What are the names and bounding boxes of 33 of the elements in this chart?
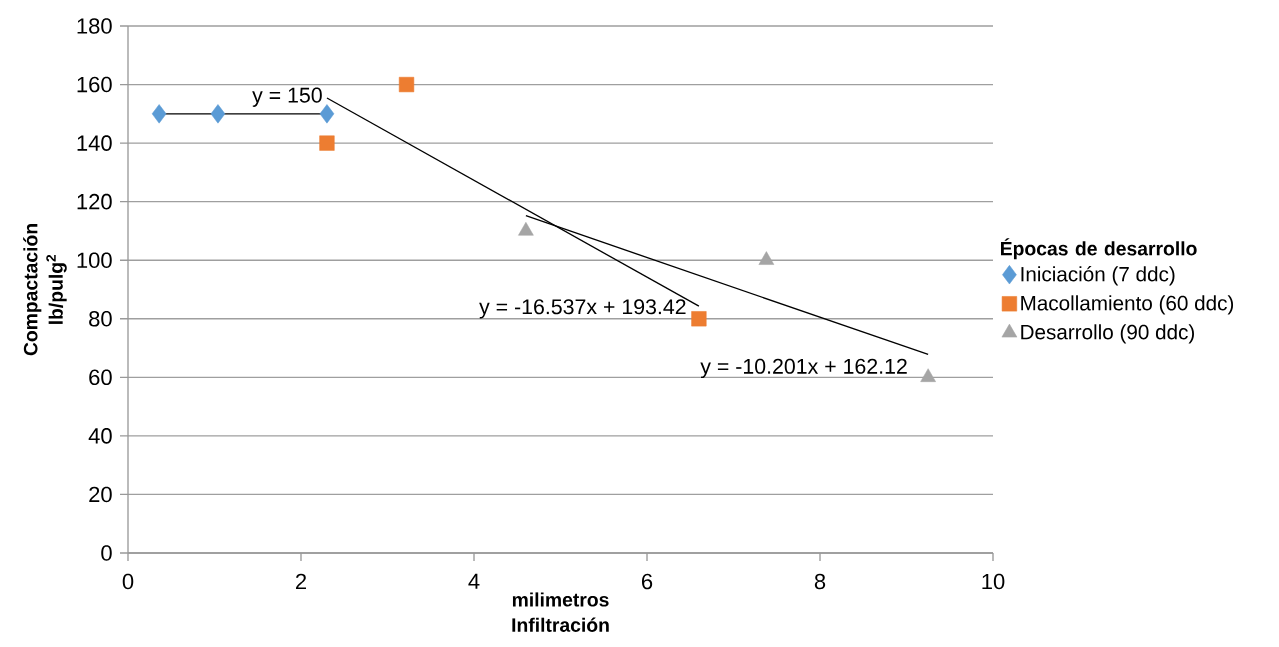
x-axis-title: milimetros Infiltración xyxy=(512,592,609,632)
legend-label: Macollamiento (60 ddc) xyxy=(1021,295,1234,315)
x-tick-label: 6 xyxy=(641,573,653,590)
y-tick-label: 80 xyxy=(89,310,112,327)
point xyxy=(210,104,226,124)
legend-label: Iniciación (7 ddc) xyxy=(1021,266,1175,286)
y-tick-label: 0 xyxy=(101,545,112,561)
x-tick-label: 0 xyxy=(122,573,134,590)
y-tick-label: 140 xyxy=(77,135,112,151)
x-tick-label: 10 xyxy=(982,573,1005,590)
y-tick-label: 100 xyxy=(77,252,112,268)
x-tick-label: 2 xyxy=(295,573,307,590)
y-tick-label: 20 xyxy=(89,486,112,503)
x-tick-label: 8 xyxy=(814,573,826,590)
y-tick-label: 160 xyxy=(77,76,112,93)
legend-title: Épocas de desarrollo xyxy=(1001,238,1197,260)
point xyxy=(920,368,936,382)
annotation: y = 150 xyxy=(252,87,322,107)
y-tick-label: 40 xyxy=(88,428,112,444)
y-tick-label: 120 xyxy=(77,193,112,210)
point xyxy=(151,104,167,124)
point xyxy=(319,135,335,151)
annotation: y = -16.537x + 193.42 xyxy=(479,299,686,319)
point xyxy=(319,104,335,124)
annotation: y = -10.201x + 162.12 xyxy=(700,358,907,379)
y-tick-label: 60 xyxy=(89,369,112,386)
y-axis-title: Compactación lb/pulg$^{2}$ xyxy=(23,224,67,356)
point xyxy=(398,76,415,93)
x-tick-label: 4 xyxy=(468,573,480,589)
legend-label: Desarrollo (90 ddc) xyxy=(1021,324,1194,344)
point xyxy=(758,251,775,265)
y-tick-label: 180 xyxy=(77,18,112,34)
point xyxy=(518,222,534,236)
